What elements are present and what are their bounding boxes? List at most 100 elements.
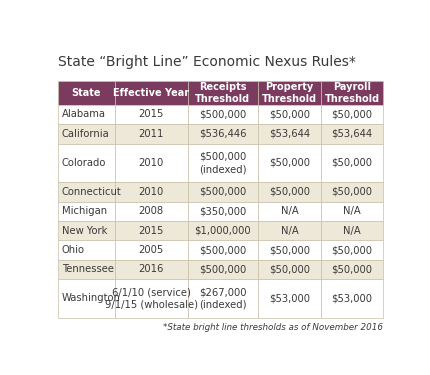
FancyBboxPatch shape <box>58 105 115 124</box>
Text: Washington: Washington <box>62 294 121 303</box>
Text: $50,000: $50,000 <box>332 187 373 197</box>
Text: Property
Threshold: Property Threshold <box>262 81 317 104</box>
FancyBboxPatch shape <box>188 105 258 124</box>
FancyBboxPatch shape <box>321 221 383 240</box>
Text: $50,000: $50,000 <box>269 245 310 255</box>
Text: $350,000: $350,000 <box>199 206 246 216</box>
Text: N/A: N/A <box>343 206 361 216</box>
Text: Tennessee: Tennessee <box>62 264 114 274</box>
FancyBboxPatch shape <box>321 279 383 318</box>
Text: $50,000: $50,000 <box>332 158 373 168</box>
Text: Ohio: Ohio <box>62 245 85 255</box>
FancyBboxPatch shape <box>58 124 115 144</box>
FancyBboxPatch shape <box>58 221 115 240</box>
FancyBboxPatch shape <box>321 240 383 260</box>
FancyBboxPatch shape <box>321 144 383 182</box>
Text: $500,000: $500,000 <box>199 110 246 120</box>
Text: $53,644: $53,644 <box>269 129 310 139</box>
Text: State: State <box>71 88 101 98</box>
Text: 2011: 2011 <box>138 129 164 139</box>
FancyBboxPatch shape <box>188 221 258 240</box>
FancyBboxPatch shape <box>188 202 258 221</box>
Text: Receipts
Threshold: Receipts Threshold <box>195 81 250 104</box>
Text: $50,000: $50,000 <box>269 110 310 120</box>
Text: $50,000: $50,000 <box>269 158 310 168</box>
Text: *State bright line thresholds as of November 2016: *State bright line thresholds as of Nove… <box>163 323 383 332</box>
FancyBboxPatch shape <box>258 240 321 260</box>
FancyBboxPatch shape <box>115 182 188 202</box>
Text: 6/1/10 (service)
9/1/15 (wholesale): 6/1/10 (service) 9/1/15 (wholesale) <box>105 287 198 310</box>
FancyBboxPatch shape <box>58 279 115 318</box>
FancyBboxPatch shape <box>188 81 258 105</box>
FancyBboxPatch shape <box>188 124 258 144</box>
FancyBboxPatch shape <box>58 260 115 279</box>
Text: Alabama: Alabama <box>62 110 106 120</box>
Text: $536,446: $536,446 <box>199 129 246 139</box>
FancyBboxPatch shape <box>115 279 188 318</box>
FancyBboxPatch shape <box>188 240 258 260</box>
Text: Connecticut: Connecticut <box>62 187 122 197</box>
FancyBboxPatch shape <box>115 240 188 260</box>
Text: $50,000: $50,000 <box>269 264 310 274</box>
FancyBboxPatch shape <box>115 81 188 105</box>
FancyBboxPatch shape <box>115 260 188 279</box>
FancyBboxPatch shape <box>258 260 321 279</box>
FancyBboxPatch shape <box>321 202 383 221</box>
FancyBboxPatch shape <box>58 182 115 202</box>
Text: 2010: 2010 <box>138 158 164 168</box>
Text: Effective Year: Effective Year <box>113 88 189 98</box>
FancyBboxPatch shape <box>58 240 115 260</box>
FancyBboxPatch shape <box>258 124 321 144</box>
Text: 2010: 2010 <box>138 187 164 197</box>
Text: N/A: N/A <box>281 206 298 216</box>
Text: Payroll
Threshold: Payroll Threshold <box>325 81 380 104</box>
Text: $500,000: $500,000 <box>199 264 246 274</box>
Text: Colorado: Colorado <box>62 158 106 168</box>
Text: 2015: 2015 <box>138 226 164 236</box>
Text: $50,000: $50,000 <box>332 245 373 255</box>
FancyBboxPatch shape <box>321 105 383 124</box>
FancyBboxPatch shape <box>58 202 115 221</box>
Text: $1,000,000: $1,000,000 <box>194 226 251 236</box>
Text: 2016: 2016 <box>138 264 164 274</box>
Text: $53,644: $53,644 <box>332 129 373 139</box>
FancyBboxPatch shape <box>115 221 188 240</box>
Text: N/A: N/A <box>281 226 298 236</box>
FancyBboxPatch shape <box>321 260 383 279</box>
Text: $50,000: $50,000 <box>332 264 373 274</box>
FancyBboxPatch shape <box>321 124 383 144</box>
Text: 2005: 2005 <box>138 245 164 255</box>
FancyBboxPatch shape <box>258 144 321 182</box>
Text: $50,000: $50,000 <box>269 187 310 197</box>
FancyBboxPatch shape <box>258 202 321 221</box>
Text: $50,000: $50,000 <box>332 110 373 120</box>
FancyBboxPatch shape <box>258 105 321 124</box>
FancyBboxPatch shape <box>321 182 383 202</box>
Text: 2008: 2008 <box>139 206 164 216</box>
FancyBboxPatch shape <box>58 81 115 105</box>
FancyBboxPatch shape <box>321 81 383 105</box>
Text: $500,000
(indexed): $500,000 (indexed) <box>199 152 246 174</box>
Text: New York: New York <box>62 226 107 236</box>
FancyBboxPatch shape <box>258 182 321 202</box>
FancyBboxPatch shape <box>188 279 258 318</box>
Text: $53,000: $53,000 <box>269 294 310 303</box>
Text: California: California <box>62 129 110 139</box>
FancyBboxPatch shape <box>188 182 258 202</box>
FancyBboxPatch shape <box>188 144 258 182</box>
FancyBboxPatch shape <box>115 105 188 124</box>
Text: Michigan: Michigan <box>62 206 107 216</box>
FancyBboxPatch shape <box>115 202 188 221</box>
Text: 2015: 2015 <box>138 110 164 120</box>
Text: $500,000: $500,000 <box>199 245 246 255</box>
FancyBboxPatch shape <box>258 81 321 105</box>
Text: $53,000: $53,000 <box>332 294 373 303</box>
FancyBboxPatch shape <box>115 124 188 144</box>
FancyBboxPatch shape <box>58 144 115 182</box>
Text: State “Bright Line” Economic Nexus Rules*: State “Bright Line” Economic Nexus Rules… <box>58 55 356 69</box>
FancyBboxPatch shape <box>188 260 258 279</box>
Text: N/A: N/A <box>343 226 361 236</box>
FancyBboxPatch shape <box>115 144 188 182</box>
Text: $500,000: $500,000 <box>199 187 246 197</box>
FancyBboxPatch shape <box>258 221 321 240</box>
